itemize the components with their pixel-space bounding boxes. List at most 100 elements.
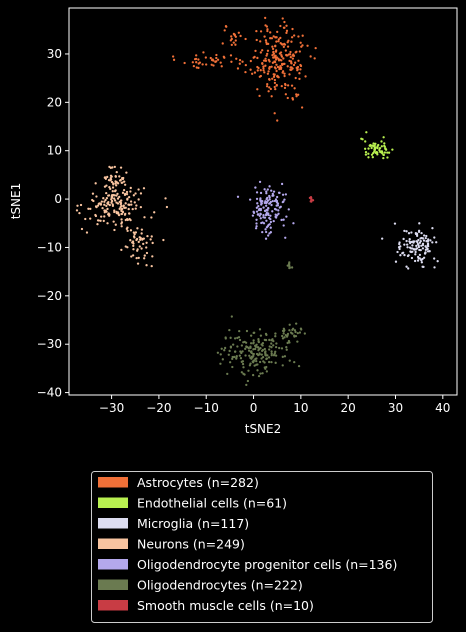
data-point [274,361,277,364]
data-point [255,29,258,33]
data-point [422,239,426,242]
data-point [119,178,122,182]
data-point [286,45,290,48]
data-point [261,344,264,347]
data-point [109,179,112,182]
legend-box [91,471,433,623]
data-point [281,364,284,367]
data-point [229,361,232,364]
data-point [288,329,291,332]
data-point [120,222,123,225]
data-point [286,96,289,100]
data-point [274,88,277,91]
data-point [414,248,417,251]
data-point [249,350,253,354]
data-point [223,346,227,350]
legend-label: Oligodendrocyte progenitor cells (n=136) [137,557,397,572]
data-point [300,106,304,109]
data-point [264,367,267,370]
data-point [195,61,198,64]
data-point [274,213,277,216]
data-point [291,327,295,330]
data-point [96,223,99,226]
data-point [293,334,296,337]
data-point [231,357,234,361]
data-point [406,246,409,249]
data-point [396,250,399,254]
data-point [212,64,215,67]
data-point [238,338,242,342]
data-point [303,332,306,335]
data-point [248,364,252,367]
data-point [115,184,118,187]
data-point [244,354,247,357]
data-point [435,241,438,244]
data-point [274,50,278,53]
data-point [268,67,271,70]
data-point [241,350,244,353]
data-point [254,344,257,347]
data-point [238,58,242,62]
data-point [100,200,103,203]
data-point [150,216,153,219]
data-point [257,374,261,378]
data-point [252,211,256,214]
x-tick-label: 30 [388,401,403,415]
data-point [110,201,113,204]
data-point [417,229,421,232]
data-point [401,252,404,255]
data-point [287,339,291,343]
data-point [381,237,384,240]
data-point [129,229,133,232]
data-point [125,190,129,194]
data-point [129,200,133,203]
data-point [282,200,285,203]
data-point [269,37,272,40]
data-point [255,38,258,42]
data-point [120,218,123,221]
data-point [267,223,270,227]
data-point [115,194,118,197]
data-point [101,206,104,210]
data-point [283,355,287,358]
data-point [262,360,265,363]
data-point [230,43,233,47]
data-point [78,211,81,215]
data-point [275,208,278,211]
data-point [306,44,309,47]
data-point [267,356,271,359]
data-point [131,208,134,211]
data-point [285,346,288,349]
x-tick-label: 10 [293,401,308,415]
data-point [128,212,131,215]
y-axis: −40 −30 −20 −10 0 10 20 30 [37,47,69,400]
data-point [255,222,258,225]
data-point [272,56,275,59]
data-point [374,151,377,154]
data-point [418,241,422,244]
data-point [295,66,298,69]
data-point [112,220,115,223]
data-point [251,214,255,217]
data-point [378,147,382,150]
data-point [139,206,143,209]
data-point [117,213,121,217]
data-point [131,254,135,257]
data-point [278,191,281,194]
data-point [292,222,295,225]
data-point [238,330,241,333]
data-point [247,369,250,372]
data-point [165,205,169,209]
data-point [272,75,276,78]
data-point [298,77,301,81]
data-point [216,58,220,61]
data-point [309,196,313,200]
data-point [281,329,285,333]
data-point [425,246,428,249]
legend-swatch [98,497,128,508]
data-point [252,339,255,342]
data-point [376,146,379,150]
data-point [298,331,302,334]
data-point [249,346,252,350]
data-point [124,206,127,209]
